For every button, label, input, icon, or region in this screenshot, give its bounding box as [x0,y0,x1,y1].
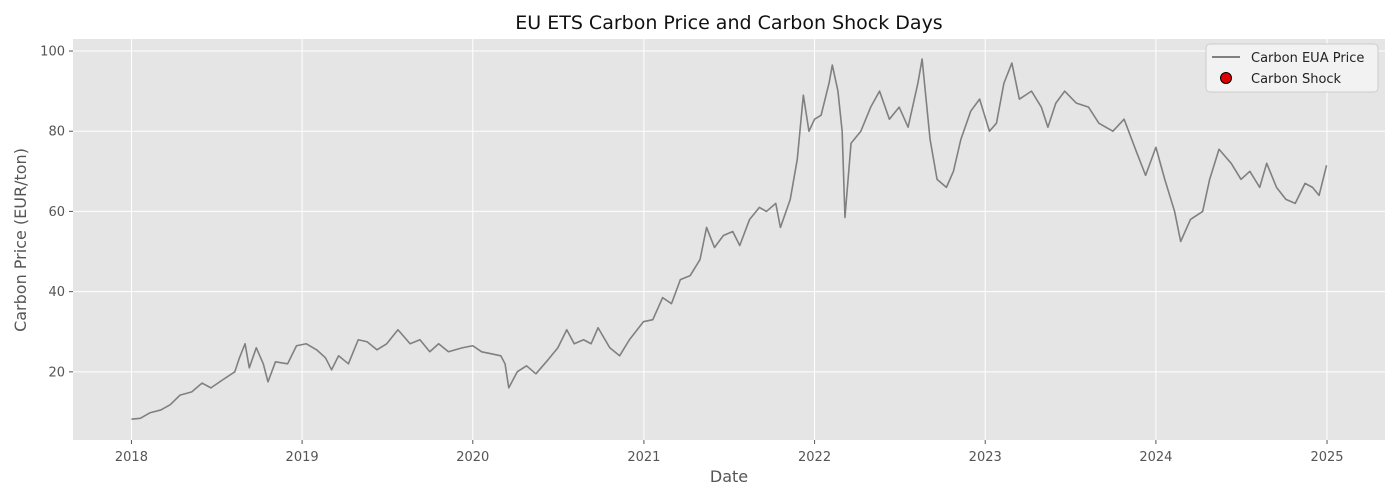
chart-title: EU ETS Carbon Price and Carbon Shock Day… [515,12,942,34]
legend-label-shock: Carbon Shock [1251,72,1342,87]
plot-background [73,39,1385,440]
x-tick-label: 2022 [798,450,831,465]
series-layer [131,58,1328,420]
y-tick-label: 80 [48,125,65,140]
x-tick-label: 2025 [1310,450,1343,465]
legend-marker-swatch [1220,72,1232,84]
price-line [131,58,1328,420]
axes: 2018 2019 2020 2021 2022 2023 2024 2025 20 40 60 80… [40,45,1343,465]
x-tick-label: 2018 [115,450,148,465]
x-tick-label: 2020 [456,450,489,465]
legend: Carbon EUA Price Carbon Shock [1205,43,1379,93]
y-axis-title: Carbon Price (EUR/ton) [11,148,30,332]
y-tick-label: 100 [40,45,65,60]
x-tick-label: 2024 [1139,450,1172,465]
y-tick-label: 60 [48,205,65,220]
legend-label-price: Carbon EUA Price [1251,51,1364,66]
legend-box [1205,43,1379,93]
y-tick-label: 40 [48,285,65,300]
y-tick-label: 20 [48,365,65,380]
x-axis-title: Date [710,467,748,486]
x-tick-label: 2019 [286,450,319,465]
grid [73,39,1385,440]
x-tick-label: 2021 [627,450,660,465]
x-tick-label: 2023 [969,450,1002,465]
